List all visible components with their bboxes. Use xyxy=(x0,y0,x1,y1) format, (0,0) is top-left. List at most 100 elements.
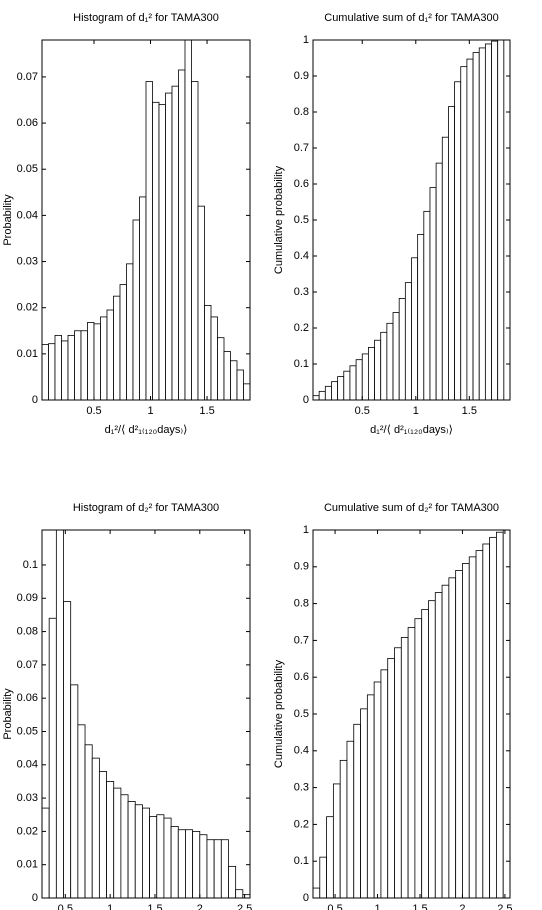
bar xyxy=(178,69,186,400)
x-tick-label: 1 xyxy=(413,405,419,417)
bar xyxy=(355,359,363,400)
y-tick-label: 0.05 xyxy=(17,725,38,737)
bar xyxy=(54,334,62,400)
bar xyxy=(220,839,229,898)
y-axis-label: Probability xyxy=(2,688,14,740)
y-tick-label: 0.7 xyxy=(294,142,309,154)
x-tick-label: 1.5 xyxy=(462,405,477,417)
bar xyxy=(400,637,409,898)
y-tick-label: 0.1 xyxy=(23,559,38,571)
bar xyxy=(145,81,153,400)
bar xyxy=(106,309,114,400)
y-tick-label: 0.8 xyxy=(294,598,309,610)
bar xyxy=(87,322,95,400)
bar xyxy=(67,334,75,400)
bar xyxy=(441,136,449,400)
bars xyxy=(42,40,250,400)
subplot: 0 0.1 0.2 0.3 0.4 0.5 0.6 0.7 0.8 0.9 1 0.5 1 1.5 Cumu… xyxy=(273,12,511,436)
y-tick-label: 0.04 xyxy=(17,209,38,221)
bar xyxy=(423,210,431,400)
bar xyxy=(243,383,250,400)
subplot: 0 0.01 0.02 0.03 0.04 0.05 0.06 0.07 0.08 0.09 0.1… xyxy=(2,502,252,910)
y-axis-label: Probability xyxy=(2,194,14,246)
bar xyxy=(398,298,406,400)
bar xyxy=(360,708,368,898)
bar xyxy=(326,816,334,898)
bar xyxy=(407,627,416,898)
y-tick-label: 0.4 xyxy=(294,250,309,262)
bars xyxy=(313,530,510,898)
y-tick-label: 0.01 xyxy=(17,859,38,871)
y-axis-label: Cumulative probability xyxy=(273,165,285,274)
x-tick-label: 0.5 xyxy=(355,405,370,417)
chart-title: Histogram of d₁² for TAMA300 xyxy=(73,12,219,24)
bar xyxy=(361,353,369,400)
bar xyxy=(428,600,436,898)
bar xyxy=(366,694,375,898)
bar xyxy=(374,339,382,400)
bar xyxy=(84,744,93,898)
x-tick-label: 2 xyxy=(459,903,465,910)
bar xyxy=(466,58,474,400)
bar xyxy=(313,887,321,898)
bar xyxy=(496,531,504,898)
bar xyxy=(349,365,357,400)
bars xyxy=(42,530,250,898)
bar xyxy=(206,839,215,898)
y-tick-label: 0.01 xyxy=(17,348,38,360)
y-tick-label: 0.6 xyxy=(294,671,309,683)
bar xyxy=(472,52,480,400)
bar xyxy=(448,577,457,898)
x-tick-label: 2 xyxy=(197,903,203,910)
bar xyxy=(230,360,238,400)
x-axis-label: d₁²/⟨ d²₁₍₁₂₀days₎⟩ xyxy=(105,424,188,436)
bar xyxy=(421,609,429,898)
axes-frame xyxy=(41,529,251,899)
bar xyxy=(119,284,127,400)
bar xyxy=(434,592,443,898)
bar xyxy=(149,816,158,898)
bar xyxy=(387,658,395,898)
bar xyxy=(113,787,122,898)
y-tick-label: 0.07 xyxy=(17,71,38,83)
bar xyxy=(394,647,402,898)
bar xyxy=(491,40,499,400)
x-tick-label: 0.5 xyxy=(58,903,73,910)
bar xyxy=(213,839,222,898)
bar xyxy=(392,312,400,400)
bar xyxy=(139,196,147,400)
bar xyxy=(93,323,101,400)
x-tick-label: 1 xyxy=(107,903,113,910)
bar xyxy=(448,106,455,400)
y-tick-label: 0.1 xyxy=(294,358,309,370)
y-tick-label: 0.03 xyxy=(17,255,38,267)
bar xyxy=(429,187,437,400)
bar xyxy=(77,724,86,898)
bar xyxy=(343,370,351,400)
bar xyxy=(98,771,107,898)
y-tick-label: 0.2 xyxy=(294,818,309,830)
bar xyxy=(380,331,388,400)
x-tick-label: 1 xyxy=(374,903,380,910)
bar xyxy=(386,322,394,400)
bar xyxy=(197,205,205,400)
x-tick-label: 0.5 xyxy=(86,405,101,417)
bar xyxy=(42,344,49,400)
y-tick-label: 0.7 xyxy=(294,634,309,646)
bar xyxy=(332,783,341,898)
bar xyxy=(191,81,199,400)
bar xyxy=(435,162,443,400)
bar xyxy=(120,794,129,898)
y-tick-label: 0.5 xyxy=(294,708,309,720)
y-tick-label: 0.06 xyxy=(17,692,38,704)
bar xyxy=(455,570,463,898)
bar xyxy=(318,390,326,400)
bar xyxy=(132,219,140,400)
bar xyxy=(48,343,56,400)
x-tick-label: 0.5 xyxy=(327,903,342,910)
y-tick-label: 0.04 xyxy=(17,759,38,771)
subplot: 0 0.1 0.2 0.3 0.4 0.5 0.6 0.7 0.8 0.9 1 0.5 1 1.5 2 2.5… xyxy=(273,502,513,910)
bar xyxy=(106,781,115,898)
x-tick-label: 2.5 xyxy=(237,903,252,910)
x-tick-label: 1 xyxy=(147,405,153,417)
